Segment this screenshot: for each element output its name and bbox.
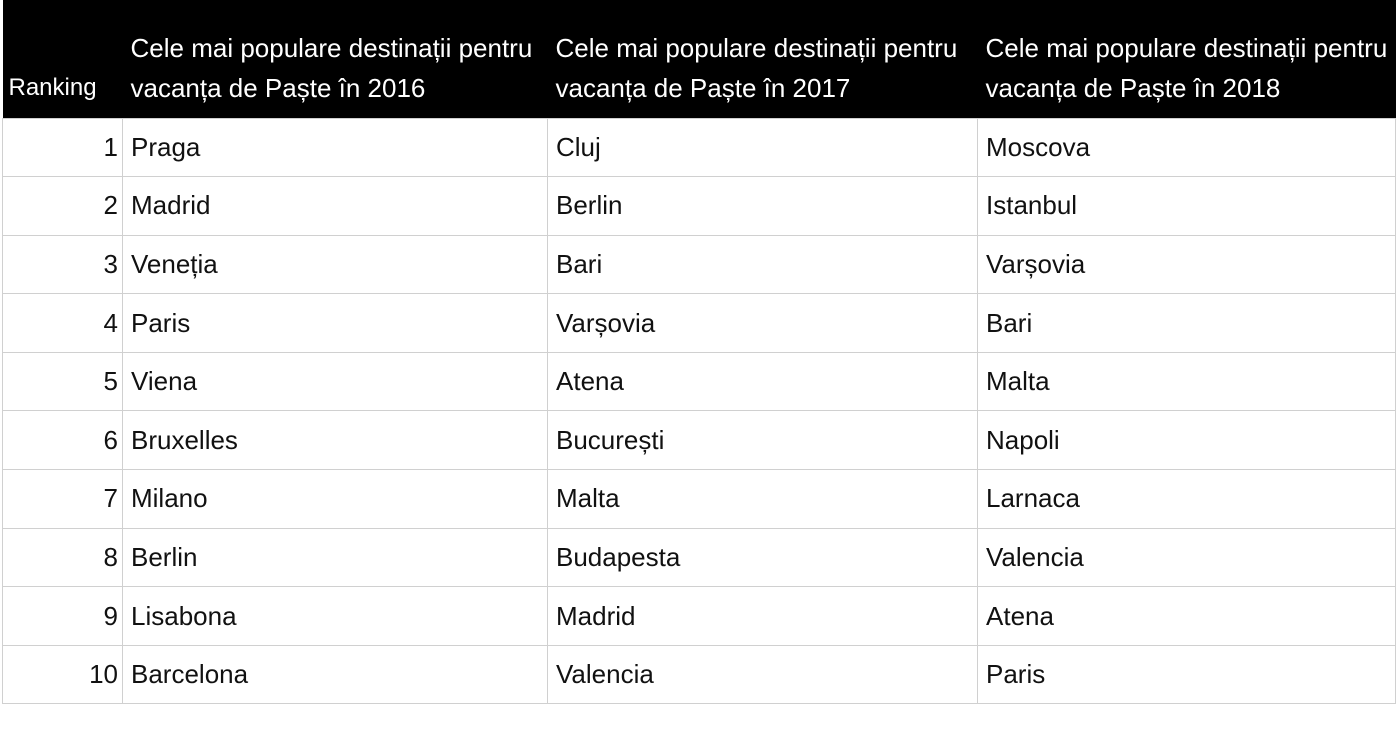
header-cell: Cele mai populare destinații pentru vaca… [977, 0, 1396, 118]
rank-cell: 6 [2, 410, 123, 471]
destination-cell: Bruxelles [122, 410, 548, 471]
destination-cell: Napoli [977, 410, 1396, 471]
destination-cell: Milano [122, 469, 548, 529]
destination-cell: Istanbul [977, 176, 1396, 236]
rank-cell: 8 [2, 527, 123, 588]
destination-cell: Berlin [122, 527, 548, 588]
table-row: 9 Lisabona Madrid Atena [2, 586, 1396, 646]
destination-cell: Valencia [547, 644, 978, 705]
destination-cell: Bari [977, 293, 1396, 353]
destination-cell: Veneția [122, 234, 548, 295]
destinations-table: Ranking Cele mai populare destinații pent… [2, 0, 1396, 705]
destination-cell: Budapesta [547, 527, 978, 588]
table-row: 3 Veneția Bari Varșovia [2, 234, 1396, 295]
destination-cell: Viena [122, 351, 548, 412]
table-row: 10 Barcelona Valencia Paris [2, 644, 1396, 705]
rank-cell: 3 [2, 234, 123, 295]
destination-cell: Berlin [547, 176, 978, 236]
rank-cell: 4 [2, 293, 123, 353]
rank-cell: 1 [2, 117, 123, 178]
destination-cell: Lisabona [122, 586, 548, 646]
destination-cell: Praga [122, 117, 548, 178]
header-cell: Cele mai populare destinații pentru vaca… [122, 0, 548, 118]
rank-cell: 9 [2, 586, 123, 646]
destination-cell: Atena [977, 586, 1396, 646]
destination-cell: Madrid [122, 176, 548, 236]
destination-cell: Cluj [547, 117, 978, 178]
rank-cell: 2 [2, 176, 123, 236]
destination-cell: Atena [547, 351, 978, 412]
header-cell: Cele mai populare destinații pentru vaca… [547, 0, 978, 118]
header-row: Ranking Cele mai populare destinații pent… [2, 0, 1396, 118]
table-row: 7 Milano Malta Larnaca [2, 469, 1396, 529]
header-cell: Ranking [2, 0, 123, 118]
destination-cell: Valencia [977, 527, 1396, 588]
table-row: 6 Bruxelles București Napoli [2, 410, 1396, 471]
destination-cell: Varșovia [547, 293, 978, 353]
destination-cell: București [547, 410, 978, 471]
table-row: 2 Madrid Berlin Istanbul [2, 176, 1396, 236]
destination-cell: Paris [122, 293, 548, 353]
destination-cell: Larnaca [977, 469, 1396, 529]
destination-cell: Madrid [547, 586, 978, 646]
destination-cell: Malta [977, 351, 1396, 412]
table-row: 8 Berlin Budapesta Valencia [2, 527, 1396, 588]
table-row: 1 Praga Cluj Moscova [2, 117, 1396, 178]
table-row: 4 Paris Varșovia Bari [2, 293, 1396, 353]
destination-cell: Paris [977, 644, 1396, 705]
rank-cell: 10 [2, 644, 123, 705]
rank-cell: 7 [2, 469, 123, 529]
rank-cell: 5 [2, 351, 123, 412]
destination-cell: Bari [547, 234, 978, 295]
destination-cell: Barcelona [122, 644, 548, 705]
destination-cell: Moscova [977, 117, 1396, 178]
destination-cell: Varșovia [977, 234, 1396, 295]
destination-cell: Malta [547, 469, 978, 529]
table-row: 5 Viena Atena Malta [2, 351, 1396, 412]
